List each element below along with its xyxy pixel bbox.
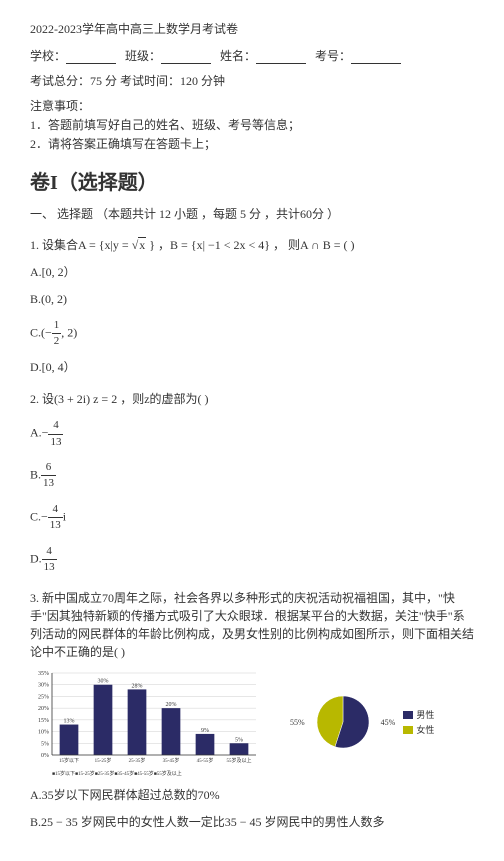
q1-stem-mid: } ，B = {x| −1 < 2x < 4} ， 则A ∩ B = ( )	[146, 238, 354, 252]
svg-text:20%: 20%	[166, 702, 177, 708]
examno-blank	[351, 51, 401, 64]
legend-female-label: 女性	[416, 723, 434, 736]
q2-d-pre: D.	[30, 551, 42, 565]
svg-text:28%: 28%	[132, 684, 143, 690]
q2-a-den: 13	[48, 435, 63, 450]
notice-1: 1．答题前填写好自己的姓名、班级、考号等信息；	[30, 116, 474, 133]
svg-text:9%: 9%	[201, 728, 209, 734]
q1-c-frac: 12	[52, 318, 62, 350]
q2-a-num: 4	[48, 418, 63, 434]
q1-option-a: A.[0, 2）	[30, 264, 474, 281]
pie-label-left: 55%	[290, 718, 305, 727]
name-label: 姓名：	[220, 49, 256, 63]
q1-c-den: 2	[52, 334, 62, 349]
school-label: 学校：	[30, 49, 66, 63]
q2-c-num: 4	[48, 502, 63, 518]
svg-text:35-45岁: 35-45岁	[163, 757, 180, 764]
svg-text:25%: 25%	[38, 695, 49, 701]
q1-option-c: C.(−12, 2)	[30, 318, 474, 350]
q2-d-num: 4	[42, 544, 57, 560]
q2-a-frac: 413	[48, 418, 63, 450]
legend-male-swatch	[403, 711, 413, 719]
svg-text:0%: 0%	[41, 753, 49, 759]
q1-stem: 1. 设集合A = {x|y = √x } ，B = {x| −1 < 2x <…	[30, 236, 474, 254]
svg-text:15-25岁: 15-25岁	[95, 757, 112, 764]
q2-c-post: i	[63, 509, 66, 523]
q2-b-frac: 613	[41, 460, 56, 492]
q3-stem: 3. 新中国成立70周年之际，社会各界以多种形式的庆祝活动祝福祖国，其中，"快手…	[30, 589, 474, 661]
q2-b-den: 13	[41, 476, 56, 491]
exam-title: 2022-2023学年高中高三上数学月考试卷	[30, 20, 474, 37]
q2-option-a: A.−413	[30, 418, 474, 450]
legend-female-swatch	[403, 726, 413, 734]
examno-label: 考号：	[315, 49, 351, 63]
bar-chart: 0% 5% 10% 15% 20% 25% 30% 35% 13% 15岁以下 30% 15-25岁 2…	[30, 667, 260, 777]
class-label: 班级：	[125, 49, 161, 63]
svg-text:55岁及以上: 55岁及以上	[226, 757, 251, 764]
svg-text:15岁以下: 15岁以下	[59, 757, 79, 764]
q2-c-frac: 413	[48, 502, 63, 534]
notice-2: 2．请将答案正确填写在答题卡上；	[30, 135, 474, 152]
pie-area: 55% 45% 男性 女性	[290, 692, 434, 752]
q3-option-a: A.35岁以下网民群体超过总数的70%	[30, 787, 474, 804]
pie-label-right: 45%	[381, 718, 396, 727]
charts-row: 0% 5% 10% 15% 20% 25% 30% 35% 13% 15岁以下 30% 15-25岁 2…	[30, 667, 474, 777]
class-blank	[161, 51, 211, 64]
svg-text:20%: 20%	[38, 706, 49, 712]
svg-text:13%: 13%	[64, 719, 75, 725]
legend-male-label: 男性	[416, 708, 434, 721]
q2-c-pre: C.−	[30, 509, 48, 523]
legend-female: 女性	[403, 723, 434, 736]
score-time: 考试总分：75 分 考试时间：120 分钟	[30, 72, 474, 89]
svg-text:30%: 30%	[38, 683, 49, 689]
svg-text:35%: 35%	[38, 671, 49, 677]
q2-stem: 2. 设(3 + 2i) z = 2 ，则z的虚部为( )	[30, 390, 474, 408]
svg-text:5%: 5%	[235, 738, 243, 744]
svg-text:30%: 30%	[98, 679, 109, 685]
q2-b-num: 6	[41, 460, 56, 476]
q3-option-b: B.25 − 35 岁网民中的女性人数一定比35 − 45 岁网民中的男性人数多	[30, 814, 474, 831]
q2-option-b: B.613	[30, 460, 474, 492]
svg-text:25-35岁: 25-35岁	[129, 757, 146, 764]
q1-option-d: D.[0, 4）	[30, 359, 474, 376]
q2-c-den: 13	[48, 518, 63, 533]
svg-text:15%: 15%	[38, 718, 49, 724]
q2-option-d: D.413	[30, 544, 474, 576]
school-blank	[66, 51, 116, 64]
legend-male: 男性	[403, 708, 434, 721]
pie-legend: 男性 女性	[403, 706, 434, 738]
q2-option-c: C.−413i	[30, 502, 474, 534]
svg-text:5%: 5%	[41, 742, 49, 748]
svg-text:■15岁以下■15-25岁■25-35岁■35-45岁■45: ■15岁以下■15-25岁■25-35岁■35-45岁■45-55岁■55岁及以…	[52, 770, 182, 777]
section-i-sub: 一、 选择题 （本题共计 12 小题 ，每题 5 分 ，共计60分 ）	[30, 205, 474, 222]
q1-c-post: , 2)	[61, 325, 77, 339]
q1-c-pre: C.(−	[30, 325, 52, 339]
notice-label: 注意事项：	[30, 97, 474, 114]
svg-text:45-55岁: 45-55岁	[197, 757, 214, 764]
q2-b-pre: B.	[30, 468, 41, 482]
pie-chart	[313, 692, 373, 752]
q1-stem-pre: 1. 设集合A = {x|y = √	[30, 238, 138, 252]
q2-a-pre: A.−	[30, 426, 48, 440]
q1-c-num: 1	[52, 318, 62, 334]
q2-d-den: 13	[42, 560, 57, 575]
section-i-heading: 卷I（选择题）	[30, 166, 474, 195]
name-blank	[256, 51, 306, 64]
q2-d-frac: 413	[42, 544, 57, 576]
student-info-line: 学校： 班级： 姓名： 考号：	[30, 47, 474, 64]
svg-text:10%: 10%	[38, 730, 49, 736]
q1-option-b: B.(0, 2)	[30, 291, 474, 308]
